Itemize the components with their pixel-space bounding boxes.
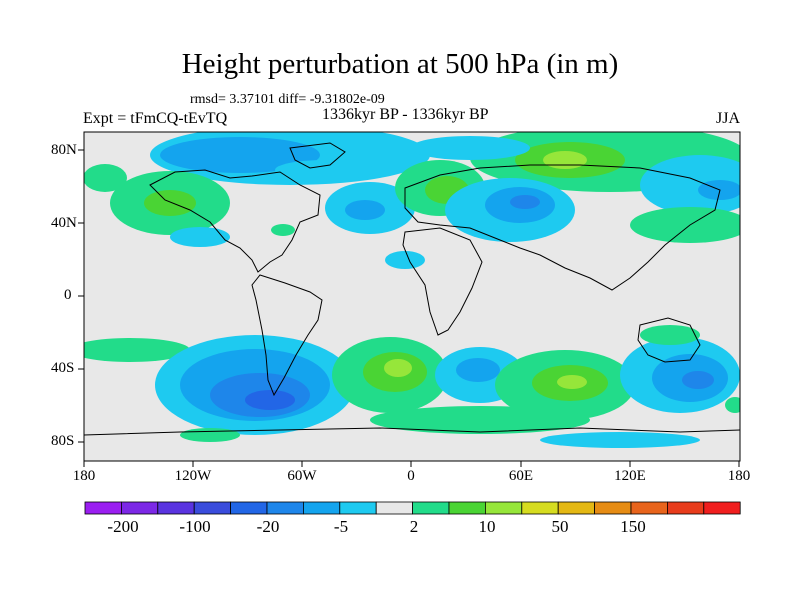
colorbar-swatch-7 bbox=[339, 501, 377, 515]
rmsd-diff-stats: rmsd= 3.37101 diff= -9.31802e-09 bbox=[190, 92, 385, 107]
period-label: 1336kyr BP - 1336kyr BP bbox=[322, 106, 489, 123]
blob-australia-south-core bbox=[682, 371, 714, 389]
blob-ne-pacific-small bbox=[170, 227, 230, 247]
blob-south-africa-core bbox=[456, 358, 500, 382]
colorbar-label-m5: -5 bbox=[333, 517, 349, 536]
blob-south-pacific-green bbox=[84, 338, 190, 362]
blob-nz-green bbox=[725, 397, 740, 413]
blob-north-eu bbox=[410, 136, 530, 160]
lat-label-0: 0 bbox=[64, 287, 72, 303]
colorbar-swatch-2 bbox=[157, 501, 195, 515]
colorbar-swatch-3 bbox=[193, 501, 231, 515]
blob-south-pacific-core bbox=[245, 390, 295, 410]
colorbar-label-m200: -200 bbox=[107, 517, 139, 536]
coast-africa bbox=[402, 227, 483, 336]
lon-label-0: 0 bbox=[407, 468, 415, 484]
coast-south-america bbox=[251, 274, 323, 397]
colorbar-label-50: 50 bbox=[551, 517, 569, 536]
colorbar-swatch-17 bbox=[703, 501, 741, 515]
blob-north-atlantic-core bbox=[345, 200, 385, 220]
blob-nwpacific bbox=[630, 207, 740, 243]
lat-label-40s: 40S bbox=[51, 360, 75, 376]
colorbar-label-2: 2 bbox=[409, 517, 419, 536]
coast-eurasia bbox=[404, 164, 721, 291]
colorbar-swatch-0 bbox=[84, 501, 122, 515]
colorbar-swatch-5 bbox=[266, 501, 304, 515]
experiment-label: Expt = tFmCQ-tEvTQ bbox=[83, 110, 228, 127]
blob-north-pacific-core bbox=[144, 190, 196, 216]
lat-label-80n: 80N bbox=[51, 142, 77, 158]
blob-siberia-core bbox=[543, 151, 587, 169]
coast-greenland bbox=[289, 142, 346, 169]
colorbar-swatch-16 bbox=[667, 501, 705, 515]
season-label: JJA bbox=[716, 110, 741, 127]
blob-arctic-canada-core bbox=[160, 137, 320, 173]
colorbar-swatch-14 bbox=[594, 501, 632, 515]
colorbar-swatch-11 bbox=[484, 501, 523, 515]
colorbar-swatch-8 bbox=[375, 501, 414, 515]
coast-australia bbox=[637, 317, 701, 363]
colorbar-label-10: 10 bbox=[478, 517, 496, 536]
lon-label-120w: 120W bbox=[174, 468, 212, 484]
blob-southern-ocean bbox=[370, 406, 590, 434]
lon-label-180e: 180 bbox=[727, 468, 751, 484]
colorbar-swatch-13 bbox=[557, 501, 596, 515]
blob-nepacific bbox=[640, 155, 740, 215]
colorbar-swatch-1 bbox=[121, 501, 159, 515]
map-field bbox=[84, 132, 740, 461]
colorbar bbox=[84, 501, 741, 515]
blob-south-atlantic-core bbox=[384, 359, 412, 377]
blob-subtropical-atl bbox=[385, 251, 425, 269]
coast-north-america bbox=[149, 169, 321, 273]
lon-label-120e: 120E bbox=[614, 468, 646, 484]
lon-label-60w: 60W bbox=[287, 468, 317, 484]
colorbar-swatch-15 bbox=[630, 501, 668, 515]
colorbar-swatch-10 bbox=[448, 501, 486, 515]
coastlines bbox=[84, 142, 740, 436]
blob-australia-green bbox=[640, 325, 700, 345]
blob-south-indian-core bbox=[557, 375, 587, 389]
blob-alaska bbox=[84, 164, 127, 192]
lat-label-80s: 80S bbox=[51, 433, 75, 449]
blob-us-small bbox=[271, 224, 295, 236]
colorbar-swatch-9 bbox=[412, 501, 450, 515]
blob-arctic-b bbox=[275, 160, 375, 180]
blob-antarctic-cyan bbox=[540, 432, 700, 448]
colorbar-swatch-12 bbox=[521, 501, 559, 515]
lon-label-60e: 60E bbox=[508, 468, 534, 484]
colorbar-label-m100: -100 bbox=[179, 517, 211, 536]
blob-asia-core bbox=[510, 195, 540, 209]
lon-label-180w: 180 bbox=[72, 468, 96, 484]
lat-label-40n: 40N bbox=[51, 215, 77, 231]
colorbar-swatch-6 bbox=[302, 501, 341, 515]
blob-antarctic-green bbox=[180, 428, 240, 442]
map-title: Height perturbation at 500 hPa (in m) bbox=[181, 48, 619, 80]
coast-antarctica bbox=[84, 427, 740, 436]
axis-ticks bbox=[78, 149, 740, 467]
colorbar-swatch-4 bbox=[230, 501, 268, 515]
colorbar-label-150: 150 bbox=[620, 517, 646, 536]
colorbar-label-m20: -20 bbox=[256, 517, 280, 536]
